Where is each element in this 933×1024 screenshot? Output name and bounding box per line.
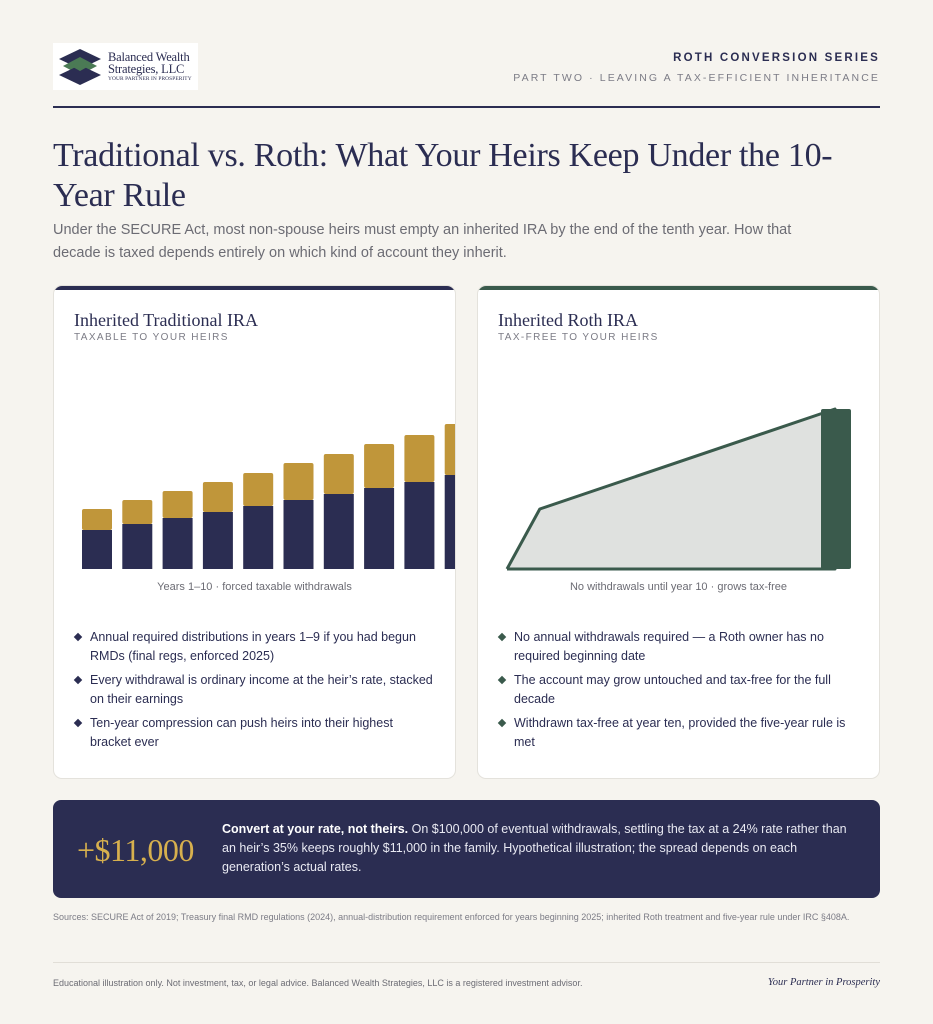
brand-name-line2: Strategies, LLC	[108, 61, 185, 76]
card-title: Inherited Traditional IRA	[74, 310, 258, 330]
bar-tax-segment	[364, 444, 395, 488]
bullet-item: No annual withdrawals required — a Roth …	[498, 628, 861, 666]
bar-tax-segment	[444, 424, 455, 475]
callout-body: On $100,000 of eventual withdrawals, set…	[222, 822, 847, 874]
callout-lead: Convert at your rate, not theirs.	[222, 822, 409, 836]
bullet-item: Ten-year compression can push heirs into…	[74, 714, 437, 752]
brand-name-line1: Balanced Wealth	[108, 49, 190, 64]
bullet-item: Withdrawn tax-free at year ten, provided…	[498, 714, 861, 752]
traditional-bar-chart	[82, 424, 455, 569]
chart-caption: Years 1–10 · forced taxable withdrawals	[157, 581, 352, 593]
card-subtitle: TAX-FREE TO YOUR HEIRS	[498, 332, 659, 343]
footer-disclaimer: Educational illustration only. Not inves…	[53, 978, 583, 988]
intro-text: Under the SECURE Act, most non-spouse he…	[53, 222, 792, 261]
bar-tax-segment	[283, 463, 314, 500]
card-accent-bar	[478, 286, 879, 290]
year-ten-withdrawal-bar	[821, 409, 851, 569]
bar-base-segment	[364, 488, 395, 569]
brand-tagline: YOUR PARTNER IN PROSPERITY	[108, 75, 192, 82]
bullet-list: Annual required distributions in years 1…	[74, 628, 437, 757]
bar-base-segment	[444, 475, 455, 569]
savings-callout: +$11,000 Convert at your rate, not their…	[53, 800, 880, 898]
bar-tax-segment	[162, 491, 193, 518]
series-part: PART TWO · LEAVING A TAX-EFFICIENT INHER…	[513, 72, 880, 84]
diamond-logo-icon	[59, 48, 101, 85]
bullet-item: Every withdrawal is ordinary income at t…	[74, 671, 437, 709]
roth-ira-card: Inherited Roth IRA TAX-FREE TO YOUR HEIR…	[477, 285, 880, 779]
bullet-item: Annual required distributions in years 1…	[74, 628, 437, 666]
callout-text: Convert at your rate, not theirs. On $10…	[222, 820, 854, 877]
series-header: ROTH CONVERSION SERIES PART TWO · LEAVIN…	[513, 52, 880, 84]
bar-tax-segment	[243, 473, 274, 506]
bullet-item: The account may grow untouched and tax-f…	[498, 671, 861, 709]
bar-base-segment	[202, 512, 233, 569]
page-title: Traditional vs. Roth: What Your Heirs Ke…	[53, 137, 833, 214]
area-fill	[507, 409, 835, 569]
footer-divider	[53, 962, 880, 963]
brand-logo: Balanced Wealth Strategies, LLC YOUR PAR…	[53, 43, 198, 90]
sources-note: Sources: SECURE Act of 2019; Treasury fi…	[53, 912, 850, 922]
bar-base-segment	[82, 530, 112, 569]
series-title: ROTH CONVERSION SERIES	[673, 52, 880, 64]
roth-area-chart	[505, 407, 851, 571]
bar-tax-segment	[404, 435, 435, 482]
bar-base-segment	[162, 518, 193, 569]
bar-tax-segment	[323, 454, 354, 494]
bar-base-segment	[283, 500, 314, 569]
card-title: Inherited Roth IRA	[498, 310, 638, 330]
header-divider	[53, 106, 880, 108]
bar-base-segment	[323, 494, 354, 569]
card-accent-bar	[54, 286, 455, 290]
bar-tax-segment	[202, 482, 233, 512]
bar-tax-segment	[82, 509, 112, 530]
savings-amount: +$11,000	[77, 832, 194, 868]
bar-tax-segment	[122, 500, 153, 524]
chart-caption: No withdrawals until year 10 · grows tax…	[569, 581, 788, 593]
bullet-list: No annual withdrawals required — a Roth …	[498, 628, 861, 757]
bar-base-segment	[122, 524, 153, 569]
bar-base-segment	[243, 506, 274, 569]
bar-base-segment	[404, 482, 435, 569]
footer-slogan: Your Partner in Prosperity	[767, 977, 880, 988]
traditional-ira-card: Inherited Traditional IRA TAXABLE TO YOU…	[53, 285, 456, 779]
card-subtitle: TAXABLE TO YOUR HEIRS	[74, 332, 229, 343]
